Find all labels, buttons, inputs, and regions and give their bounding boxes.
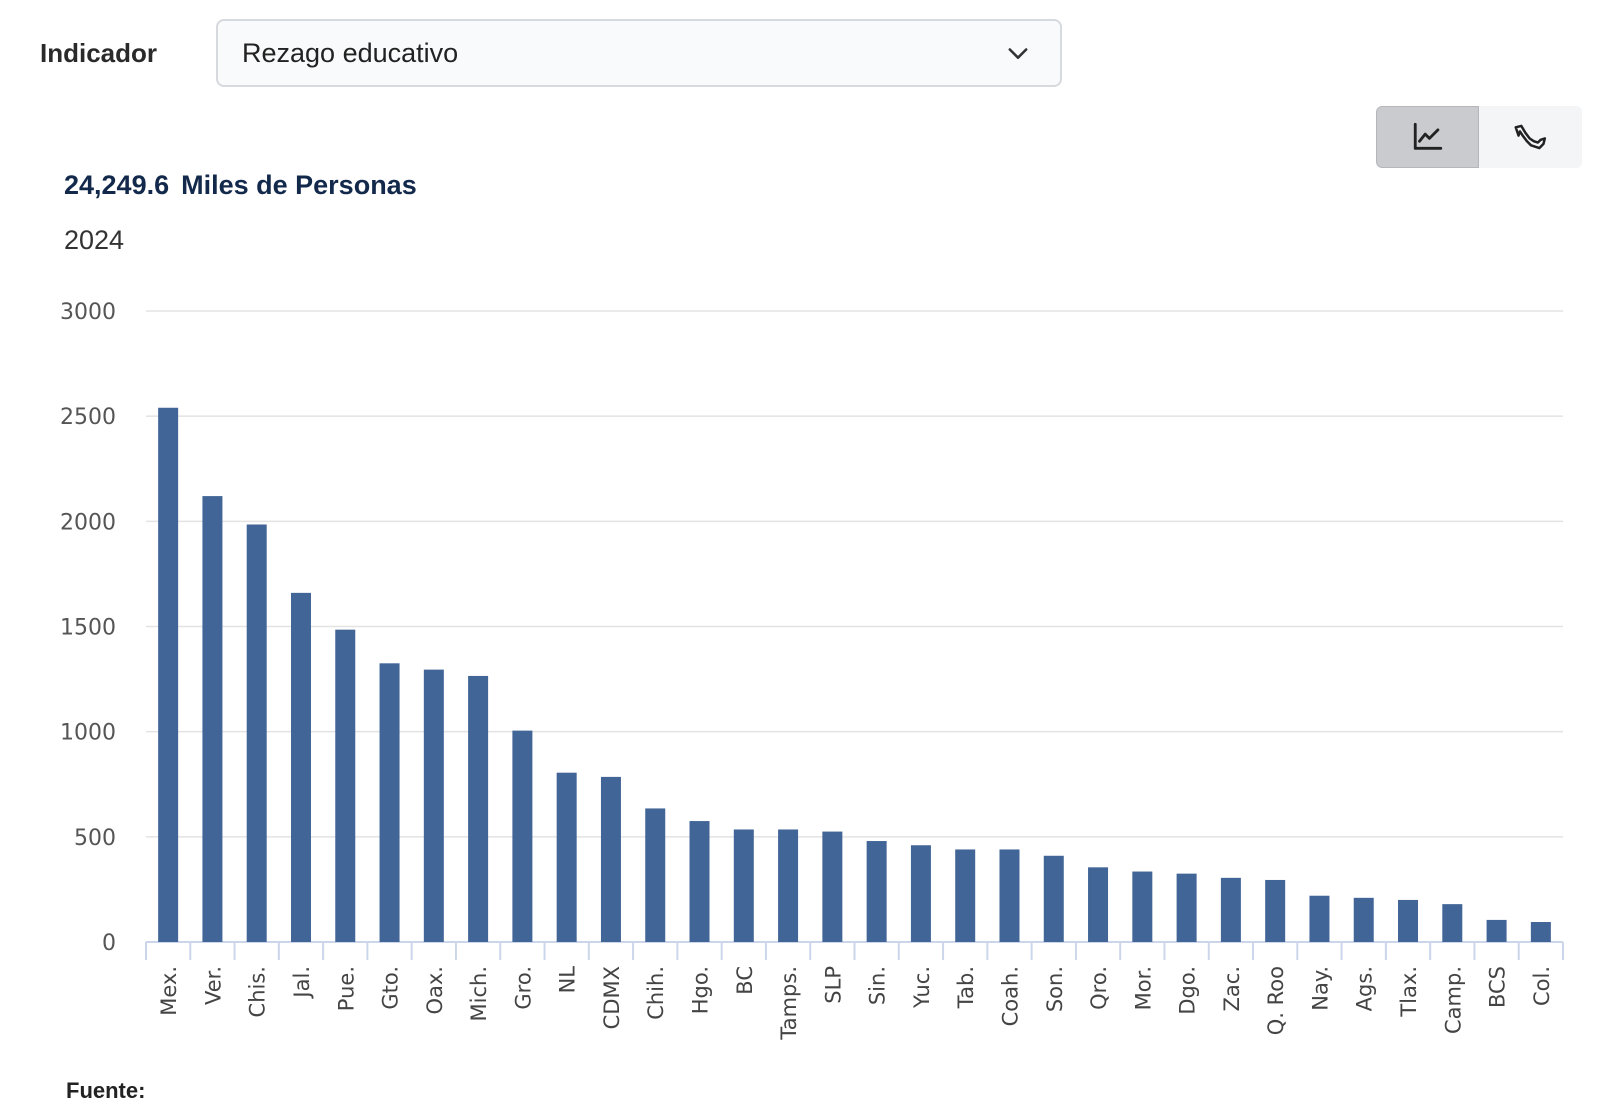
bar-chis[interactable] (246, 524, 267, 942)
bar-ags[interactable] (1353, 897, 1374, 942)
indicator-label: Indicador (40, 38, 158, 68)
x-tick-label: Mor. (1131, 966, 1155, 1010)
bar-bcs[interactable] (1486, 919, 1507, 942)
x-tick-label: Nay. (1308, 966, 1332, 1011)
y-tick-label: 1500 (60, 616, 116, 641)
y-tick-label: 1000 (60, 721, 116, 746)
x-tick-label: Ags. (1353, 966, 1377, 1011)
bar-sin[interactable] (866, 841, 887, 942)
x-tick-label: BC (733, 966, 757, 995)
bar-nay[interactable] (1309, 895, 1330, 942)
chart-view-button[interactable] (1376, 106, 1479, 168)
x-tick-label: CDMX (600, 966, 624, 1029)
x-tick-label: BCS (1486, 966, 1510, 1008)
bar-pue[interactable] (335, 629, 356, 942)
x-tick-label: SLP (821, 966, 845, 1004)
x-tick-label: Gro. (511, 966, 535, 1010)
chevron-down-icon (1008, 48, 1028, 59)
bar-tab[interactable] (955, 849, 976, 942)
bar-col[interactable] (1530, 922, 1551, 942)
bar-slp[interactable] (822, 831, 843, 942)
x-tick-label: Tab. (954, 966, 978, 1009)
bar-gto[interactable] (379, 663, 400, 942)
y-tick-label: 0 (102, 931, 116, 956)
x-tick-label: Tlax. (1397, 966, 1421, 1018)
year-label: 2024 (64, 225, 125, 255)
indicator-select[interactable]: Rezago educativo (216, 19, 1062, 87)
bar-nl[interactable] (556, 772, 577, 942)
bar-yuc[interactable] (910, 845, 931, 942)
x-tick-label: NL (556, 966, 580, 994)
line-chart-icon (1413, 122, 1442, 150)
x-tick-label: Col. (1530, 966, 1554, 1006)
y-tick-label: 2500 (60, 405, 116, 430)
x-tick-label: Tamps. (777, 966, 801, 1041)
bar-chih[interactable] (645, 808, 666, 942)
mexico-map-icon (1514, 124, 1546, 150)
x-tick-label: Chih. (644, 966, 668, 1020)
bar-zac[interactable] (1220, 877, 1241, 942)
bar-tlax[interactable] (1398, 899, 1419, 942)
x-tick-label: Yuc. (910, 966, 934, 1009)
map-view-button[interactable] (1479, 106, 1582, 168)
x-tick-label: Camp. (1441, 966, 1465, 1034)
y-tick-label: 2000 (60, 510, 116, 535)
x-tick-label: Zac. (1220, 966, 1244, 1011)
bar-gro[interactable] (512, 730, 533, 942)
bar-mex[interactable] (158, 407, 179, 943)
x-tick-label: Q. Roo (1264, 966, 1288, 1035)
bar-camp[interactable] (1442, 904, 1463, 942)
y-tick-label: 3000 (60, 300, 116, 325)
x-tick-label: Son. (1043, 966, 1067, 1012)
bar-bc[interactable] (733, 829, 754, 942)
bar-oax[interactable] (423, 669, 444, 942)
total-unit: Miles de Personas (181, 170, 417, 200)
bar-son[interactable] (1043, 855, 1064, 942)
bar-qro[interactable] (1088, 867, 1109, 942)
x-tick-label: Ver. (201, 966, 225, 1005)
bar-mich[interactable] (468, 675, 489, 942)
bar-chart: 0 500 1000 1500 2000 2500 3000 Mex. Ver. Chis. Jal… (60, 300, 1564, 1041)
bar-dgo[interactable] (1176, 873, 1197, 942)
x-tick-label: Sin. (866, 966, 890, 1005)
x-tick-label: Jal. (290, 966, 314, 1000)
x-tick-label: Hgo. (689, 966, 713, 1014)
x-tick-label: Chis. (246, 966, 270, 1017)
bar-hgo[interactable] (689, 821, 710, 942)
total-value-heading: 24,249.6 Miles de Personas (64, 170, 417, 201)
bar-mor[interactable] (1132, 871, 1153, 942)
view-toggle (1376, 106, 1582, 168)
source-label: Fuente: (66, 1078, 146, 1103)
x-tick-label: Pue. (334, 966, 358, 1011)
x-tick-label: Qro. (1087, 966, 1111, 1010)
bar-coah[interactable] (999, 849, 1020, 942)
bar-cdmx[interactable] (600, 776, 621, 942)
x-tick-label: Mex. (157, 966, 181, 1016)
total-value: 24,249.6 (64, 170, 170, 200)
x-tick-label: Oax. (423, 966, 447, 1015)
x-tick-label: Mich. (467, 966, 491, 1021)
x-tick-label: Gto. (379, 966, 403, 1010)
y-tick-label: 500 (74, 826, 116, 851)
bar-ver[interactable] (202, 496, 223, 942)
bar-jal[interactable] (290, 592, 311, 942)
indicator-select-value: Rezago educativo (242, 37, 459, 68)
x-tick-label: Dgo. (1176, 966, 1200, 1015)
x-tick-label: Coah. (998, 966, 1022, 1026)
bar-qroo[interactable] (1265, 879, 1286, 942)
bar-tamps[interactable] (778, 829, 799, 942)
